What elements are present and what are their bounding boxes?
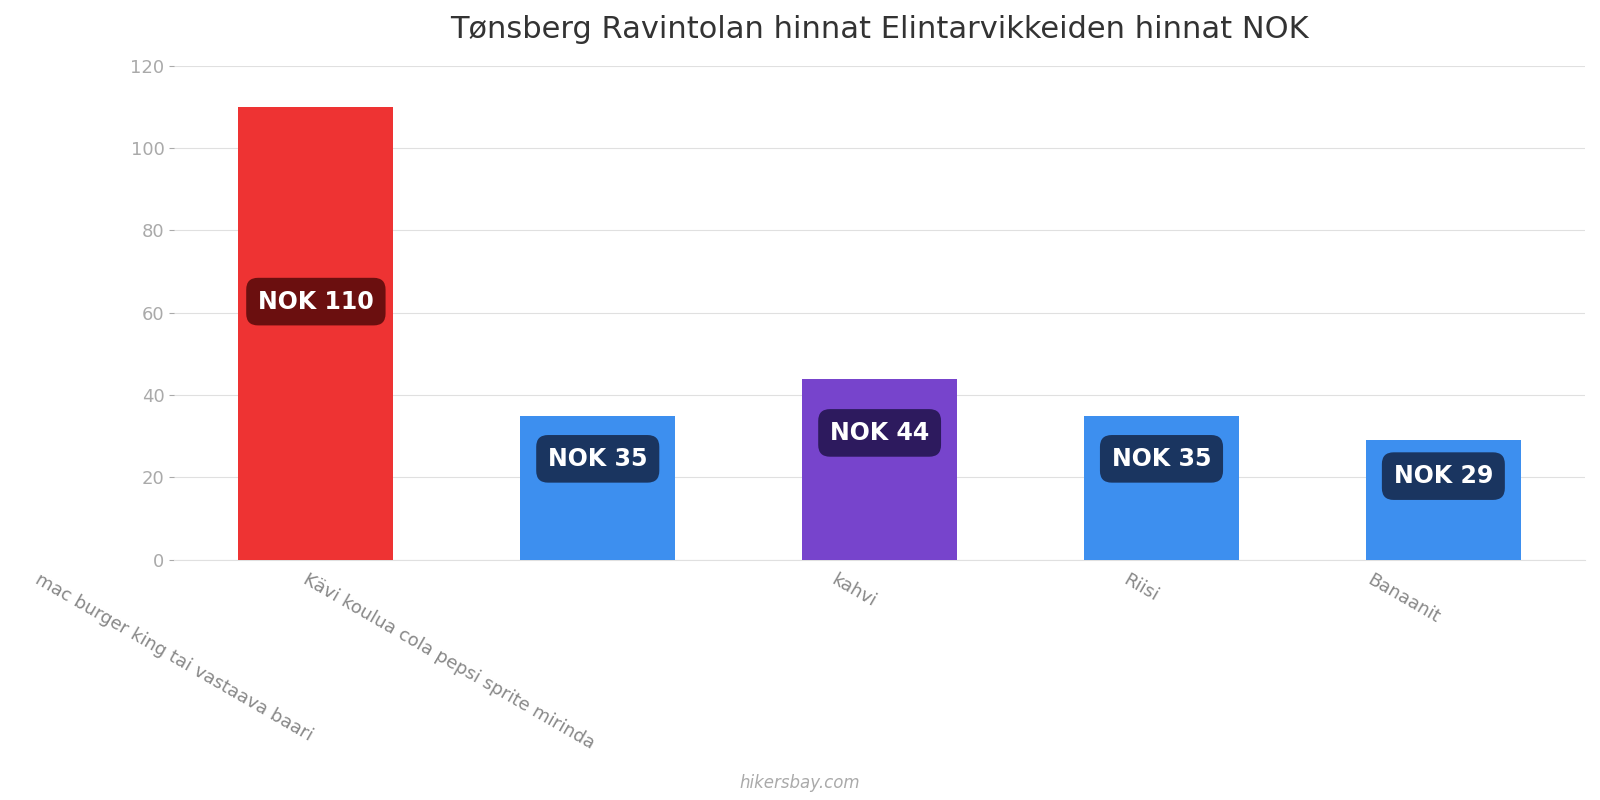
Title: Tønsberg Ravintolan hinnat Elintarvikkeiden hinnat NOK: Tønsberg Ravintolan hinnat Elintarvikkei… xyxy=(450,15,1309,44)
Bar xyxy=(1083,416,1238,560)
Bar xyxy=(802,378,957,560)
Text: NOK 35: NOK 35 xyxy=(549,447,648,471)
Text: NOK 29: NOK 29 xyxy=(1394,464,1493,488)
Text: hikersbay.com: hikersbay.com xyxy=(739,774,861,792)
Bar xyxy=(238,107,394,560)
Bar xyxy=(520,416,675,560)
Text: NOK 44: NOK 44 xyxy=(830,421,930,445)
Text: NOK 110: NOK 110 xyxy=(258,290,374,314)
Bar xyxy=(1366,440,1522,560)
Text: NOK 35: NOK 35 xyxy=(1112,447,1211,471)
